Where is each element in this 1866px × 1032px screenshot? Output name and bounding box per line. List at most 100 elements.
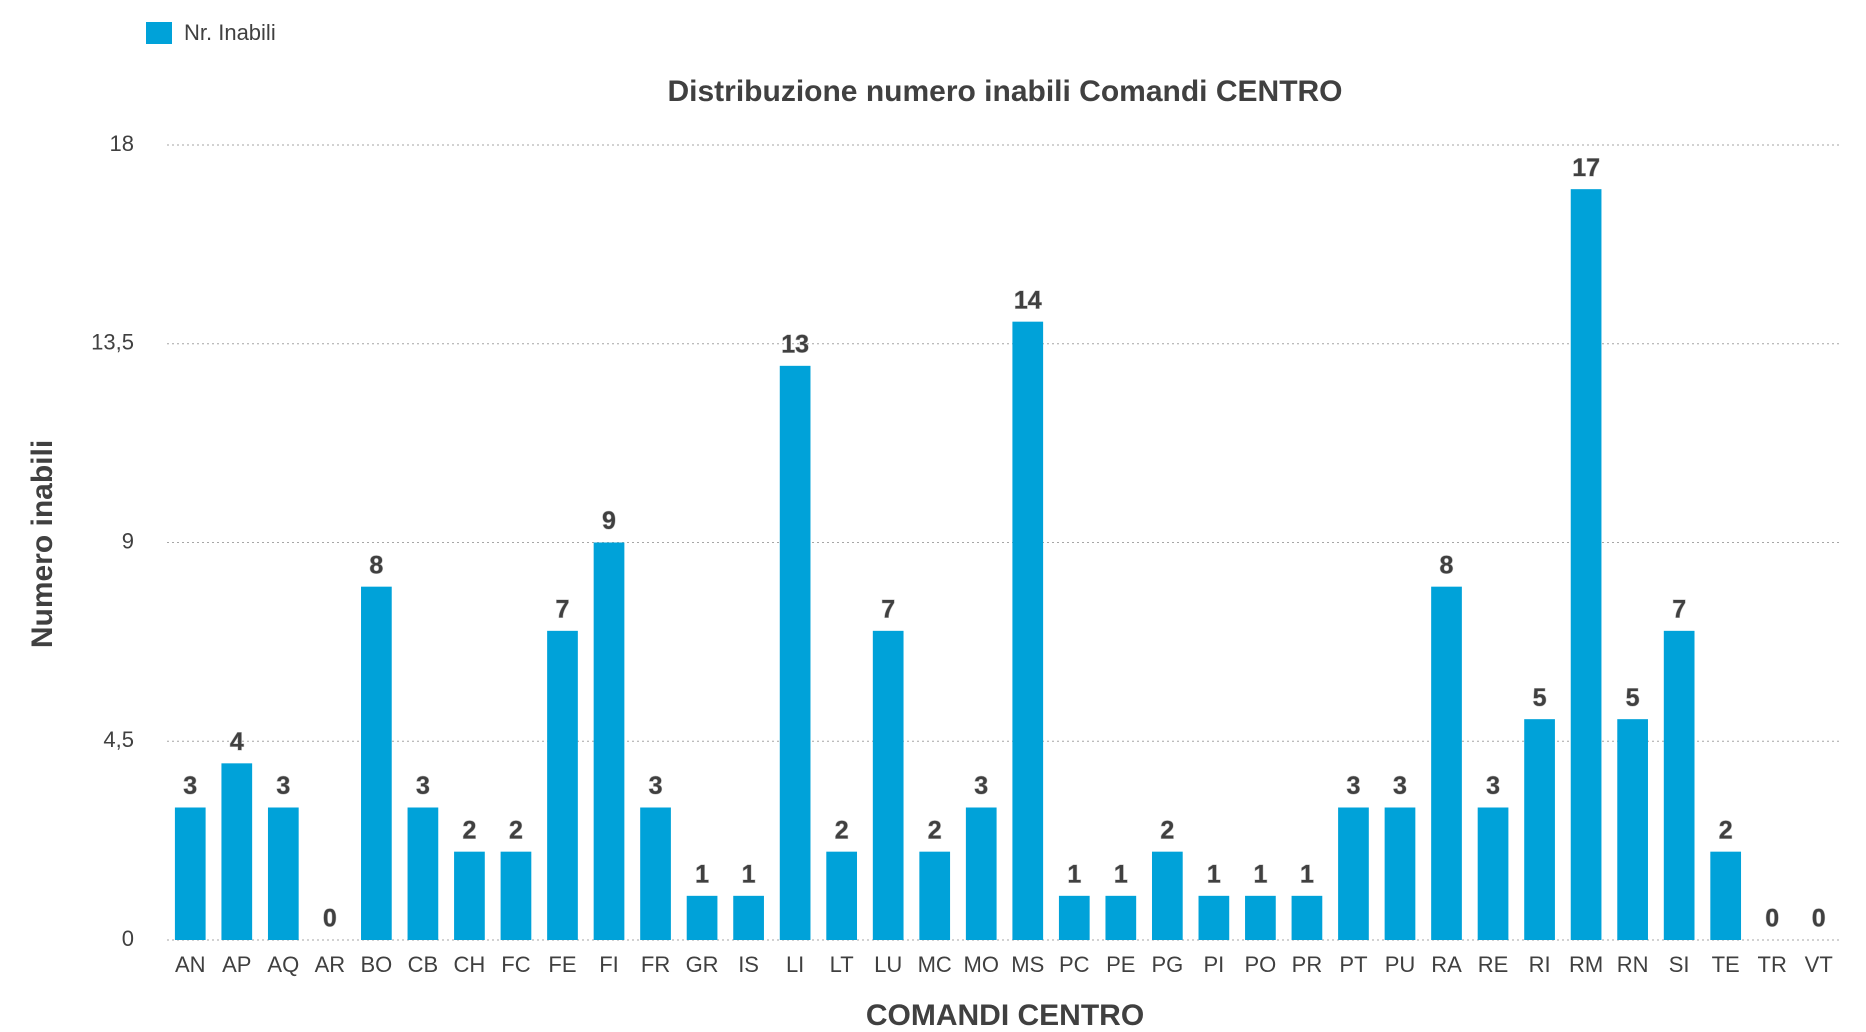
- bar: [1431, 586, 1462, 940]
- x-tick-label: FI: [599, 952, 619, 977]
- bar: [1710, 851, 1742, 940]
- x-tick-label: PU: [1385, 952, 1416, 977]
- x-tick-label: PG: [1151, 952, 1183, 977]
- data-label: 2: [928, 816, 942, 844]
- data-label: 17: [1572, 154, 1600, 182]
- data-label: 3: [183, 772, 197, 800]
- x-tick-label: TE: [1712, 952, 1740, 977]
- y-tick-label: 9: [122, 528, 134, 553]
- y-tick-label: 0: [122, 926, 134, 951]
- data-label: 5: [1533, 684, 1547, 712]
- data-label: 2: [462, 816, 476, 844]
- bar: [1617, 719, 1648, 940]
- bar: [1384, 807, 1416, 940]
- x-tick-label: RN: [1617, 952, 1649, 977]
- bar: [1105, 895, 1137, 940]
- x-tick-label: PE: [1106, 952, 1135, 977]
- bar: [686, 895, 718, 940]
- bar: [1570, 189, 1602, 940]
- bar: [1338, 807, 1369, 940]
- data-label: 2: [835, 816, 849, 844]
- data-label: 7: [881, 595, 895, 623]
- bar: [640, 807, 671, 940]
- x-tick-label: GR: [686, 952, 719, 977]
- bar: [733, 895, 764, 940]
- x-axis-label: COMANDI CENTRO: [866, 999, 1144, 1032]
- data-label: 2: [1719, 816, 1733, 844]
- x-tick-label: RM: [1569, 952, 1603, 977]
- x-tick-label: AR: [315, 952, 346, 977]
- data-label: 0: [1812, 905, 1826, 933]
- data-label: 3: [416, 772, 430, 800]
- legend-swatch: [146, 22, 172, 44]
- x-tick-label: AQ: [267, 952, 299, 977]
- bar: [547, 630, 578, 940]
- x-tick-label: IS: [738, 952, 759, 977]
- x-tick-label: MO: [964, 952, 999, 977]
- x-tick-label: RE: [1478, 952, 1509, 977]
- bar: [1245, 895, 1276, 940]
- bar: [919, 851, 951, 940]
- y-axis-label: Numero inabili: [26, 440, 59, 648]
- data-label: 1: [1114, 860, 1128, 888]
- bar: [872, 630, 904, 940]
- bar: [1477, 807, 1509, 940]
- data-label: 0: [1765, 905, 1779, 933]
- x-tick-label: AN: [175, 952, 206, 977]
- x-tick-label: VT: [1805, 952, 1833, 977]
- bar: [593, 542, 625, 940]
- data-label: 3: [649, 772, 663, 800]
- x-tick-label: PI: [1203, 952, 1224, 977]
- bar: [1291, 895, 1323, 940]
- bar: [267, 807, 299, 940]
- data-label: 9: [602, 507, 616, 535]
- bar: [1151, 851, 1183, 940]
- x-tick-label: PC: [1059, 952, 1090, 977]
- x-tick-label: AP: [222, 952, 251, 977]
- x-tick-label: SI: [1669, 952, 1690, 977]
- x-tick-label: MS: [1011, 952, 1044, 977]
- x-tick-label: RA: [1431, 952, 1462, 977]
- data-label: 7: [556, 595, 570, 623]
- data-label: 2: [1160, 816, 1174, 844]
- data-label: 1: [1207, 860, 1221, 888]
- x-tick-label: CB: [408, 952, 439, 977]
- data-label: 1: [1067, 860, 1081, 888]
- data-label: 8: [1440, 551, 1454, 579]
- legend-label: Nr. Inabili: [184, 20, 276, 45]
- bar: [361, 586, 392, 940]
- y-tick-label: 18: [110, 131, 134, 156]
- bar: [826, 851, 858, 940]
- bar: [221, 763, 253, 940]
- x-tick-label: LI: [786, 952, 804, 977]
- x-tick-label: BO: [360, 952, 392, 977]
- bar: [454, 851, 485, 940]
- data-label: 1: [742, 860, 756, 888]
- chart-title: Distribuzione numero inabili Comandi CEN…: [667, 75, 1342, 108]
- data-label: 3: [276, 772, 290, 800]
- data-label: 13: [781, 330, 809, 358]
- data-label: 7: [1672, 595, 1686, 623]
- x-tick-label: PO: [1245, 952, 1277, 977]
- x-tick-label: TR: [1758, 952, 1787, 977]
- data-label: 3: [1347, 772, 1361, 800]
- x-tick-label: FE: [548, 952, 576, 977]
- bar: [1663, 630, 1695, 940]
- bar: [500, 851, 532, 940]
- x-tick-label: MC: [918, 952, 952, 977]
- bar: [407, 807, 439, 940]
- data-label: 3: [1486, 772, 1500, 800]
- data-label: 3: [974, 772, 988, 800]
- data-label: 0: [323, 905, 337, 933]
- bar: [1524, 719, 1555, 940]
- bar: [174, 807, 206, 940]
- data-label: 1: [1253, 860, 1267, 888]
- data-label: 3: [1393, 772, 1407, 800]
- x-tick-label: LU: [874, 952, 902, 977]
- data-label: 2: [509, 816, 523, 844]
- data-label: 14: [1014, 286, 1042, 314]
- data-label: 1: [695, 860, 709, 888]
- bar: [1012, 321, 1044, 941]
- data-label: 5: [1626, 684, 1640, 712]
